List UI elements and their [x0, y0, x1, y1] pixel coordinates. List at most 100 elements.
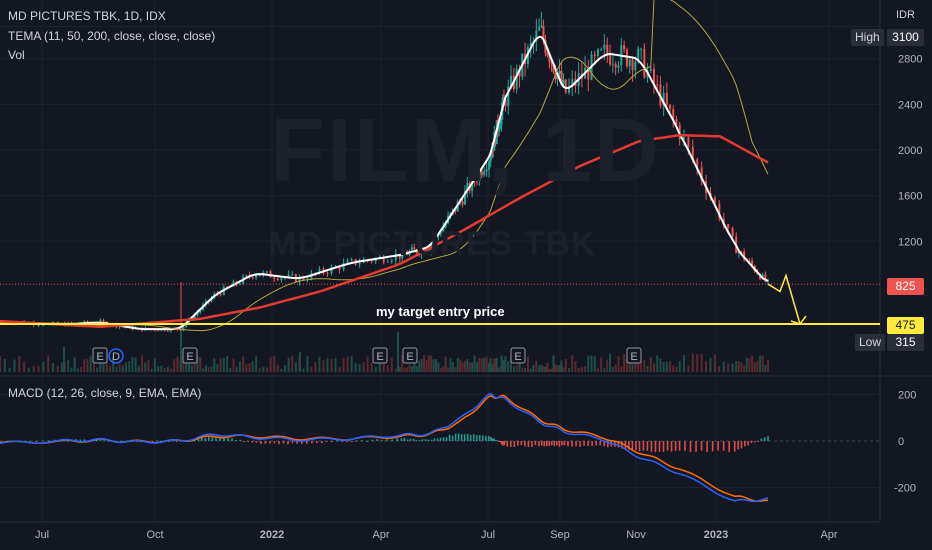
volume-bar [620, 366, 623, 372]
candle-body [564, 79, 567, 93]
macd-histogram-bar [551, 441, 553, 446]
volume-bar [420, 359, 423, 372]
volume-bar [554, 363, 557, 372]
low-label: Low [855, 334, 886, 351]
macd-histogram-bar [642, 441, 645, 451]
macd-histogram-bar [689, 441, 692, 452]
volume-bar [617, 356, 620, 372]
macd-histogram-bar [722, 441, 725, 451]
macd-histogram-bar [457, 433, 460, 441]
volume-bar [147, 359, 150, 372]
volume-bar [251, 360, 254, 372]
chart-title[interactable]: MD PICTURES TBK, 1D, IDX [8, 9, 166, 23]
volume-bar [42, 361, 45, 372]
target-annotation[interactable]: my target entry price [376, 304, 505, 319]
volume-bar [501, 360, 504, 372]
macd-histogram-bar [599, 441, 601, 446]
macd-histogram-bar [678, 441, 681, 451]
candle-body [764, 274, 767, 282]
volume-bar [492, 364, 495, 372]
volume-bar [378, 360, 381, 372]
macd-histogram-bar [53, 439, 56, 441]
time-tick-label: 2022 [260, 529, 284, 541]
macd-histogram-bar [583, 441, 585, 446]
volume-legend[interactable]: Vol [8, 48, 25, 62]
candle-body [245, 275, 248, 277]
volume-bar [577, 368, 580, 372]
volume-bar [562, 367, 565, 372]
macd-histogram-bar [376, 439, 378, 441]
candle-body [439, 233, 442, 235]
tema-lines [0, 0, 769, 332]
volume-bar [219, 358, 222, 372]
volume-bar [552, 355, 555, 372]
macd-histogram-bar [436, 438, 439, 441]
volume-bar [102, 363, 105, 372]
volume-bar [199, 357, 202, 372]
macd-histogram-bar [706, 441, 708, 453]
macd-histogram-bar [155, 440, 158, 442]
macd-histogram-bar [400, 438, 403, 441]
candle-body [662, 93, 665, 106]
candle-body [42, 324, 45, 326]
candle-body [542, 25, 545, 40]
macd-histogram-bar [204, 437, 207, 441]
macd-tick-label: -200 [894, 483, 916, 495]
volume-bar [696, 353, 699, 372]
candle-body [743, 251, 746, 260]
volume-bar [753, 362, 756, 372]
volume-bar [242, 356, 245, 372]
candle-body [535, 30, 538, 42]
volume-bar [494, 358, 497, 372]
candle-body [330, 266, 333, 274]
macd-histogram-bar [247, 441, 249, 442]
macd-histogram-bar [757, 441, 759, 442]
candle-body [37, 325, 40, 327]
macd-histogram-bar [684, 441, 686, 451]
signal-line [0, 394, 769, 502]
volume-bar [362, 361, 365, 372]
volume-bar [413, 361, 416, 372]
volume-bar [496, 368, 499, 372]
volume-bar [322, 360, 325, 372]
volume-bar [526, 356, 529, 372]
candle-body [550, 62, 553, 64]
volume-bar [8, 368, 11, 372]
current-price-tag: 825 [887, 278, 924, 295]
volume-bar [52, 363, 55, 372]
macd-histogram-bar [316, 441, 318, 444]
volume-bar [587, 355, 590, 372]
volume-bar [542, 366, 545, 372]
volume-bar [47, 355, 50, 372]
volume-bar [643, 360, 646, 372]
volume-bar [449, 358, 452, 372]
volume-bar [202, 368, 205, 372]
macd-histogram-bar [543, 441, 546, 447]
candle-body [196, 312, 199, 315]
earnings-marker [510, 347, 526, 364]
candle-body [390, 260, 393, 262]
volume-bar [568, 368, 571, 372]
candle-body [587, 67, 590, 80]
earnings-marker-label: E [406, 351, 413, 363]
macd-histogram-bar [760, 438, 763, 441]
macd-histogram-bar [502, 441, 504, 446]
candle-body [665, 93, 668, 105]
macd-histogram-bar [255, 441, 258, 443]
tema-legend[interactable]: TEMA (11, 50, 200, close, close, close) [8, 29, 216, 43]
macd-histogram-bar [460, 434, 463, 441]
volume-bar [669, 361, 672, 372]
volume-bar [611, 366, 614, 372]
macd-histogram-bar [95, 439, 98, 441]
macd-histogram-bar [406, 439, 409, 441]
price-tick-label: 1600 [898, 191, 922, 203]
candle-body [600, 49, 603, 51]
macd-legend[interactable]: MACD (12, 26, close, 9, EMA, EMA) [8, 386, 202, 400]
volume-bar [76, 368, 79, 372]
macd-histogram-bar [371, 439, 373, 441]
macd-tick-label: 0 [898, 436, 904, 448]
target-entry-line[interactable] [0, 283, 880, 325]
